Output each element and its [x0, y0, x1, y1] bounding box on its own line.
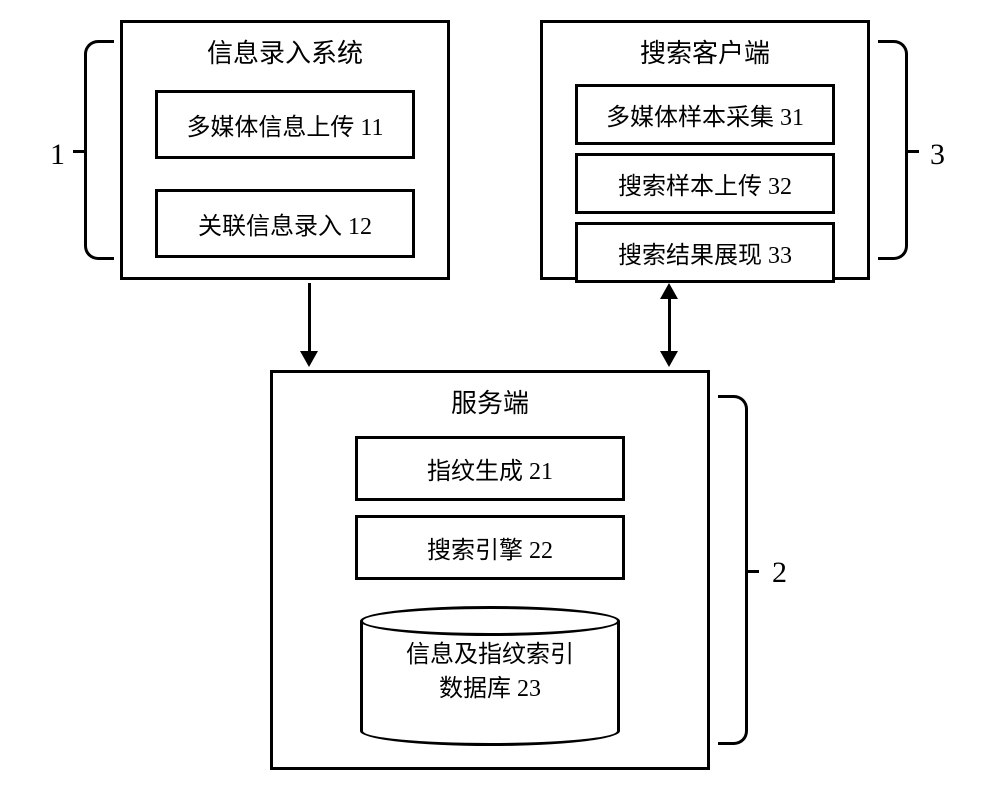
sample-upload-box: 搜索样本上传 32 [575, 153, 835, 214]
brace-1 [84, 40, 114, 260]
arrow-1-to-2-head [300, 351, 318, 367]
brace-2 [718, 395, 748, 745]
multimedia-upload-box: 多媒体信息上传 11 [155, 90, 415, 159]
brace-3 [878, 40, 908, 260]
arrow-3-2-head-up [660, 283, 678, 299]
search-client-title: 搜索客户端 [543, 23, 867, 76]
server-box: 服务端 指纹生成 21 搜索引擎 22 信息及指纹索引 数据库 23 [270, 370, 710, 770]
label-3: 3 [930, 138, 945, 172]
assoc-info-entry-box: 关联信息录入 12 [155, 189, 415, 258]
info-entry-system-box: 信息录入系统 多媒体信息上传 11 关联信息录入 12 [120, 20, 450, 280]
search-client-box: 搜索客户端 多媒体样本采集 31 搜索样本上传 32 搜索结果展现 33 [540, 20, 870, 280]
database-cylinder: 信息及指纹索引 数据库 23 [360, 621, 620, 731]
result-display-box: 搜索结果展现 33 [575, 222, 835, 283]
search-engine-box: 搜索引擎 22 [355, 515, 625, 580]
label-1: 1 [50, 138, 65, 172]
arrow-3-2-line [668, 297, 671, 355]
label-2: 2 [772, 556, 787, 590]
db-text-line2: 数据库 23 [439, 676, 541, 702]
arrow-3-2-head-down [660, 351, 678, 367]
fingerprint-gen-box: 指纹生成 21 [355, 436, 625, 501]
sample-collect-box: 多媒体样本采集 31 [575, 84, 835, 145]
server-title: 服务端 [273, 373, 707, 426]
arrow-1-to-2-line [308, 283, 311, 353]
db-text-line1: 信息及指纹索引 [406, 642, 574, 668]
info-entry-title: 信息录入系统 [123, 23, 447, 76]
